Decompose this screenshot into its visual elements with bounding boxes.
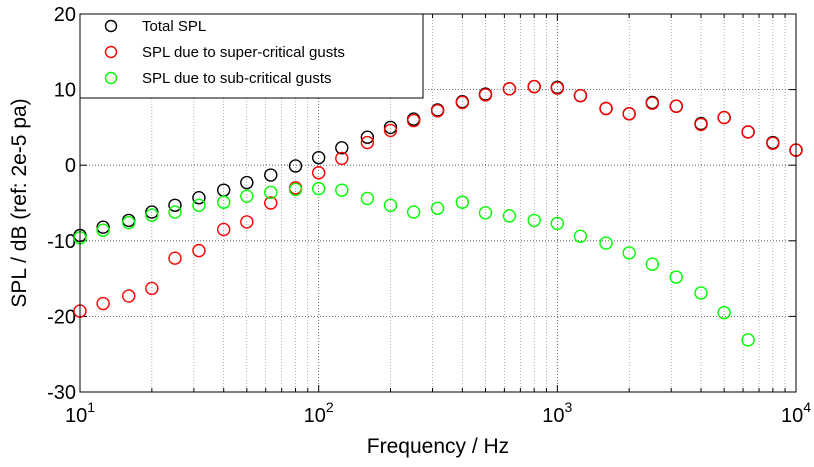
data-point-series-2 xyxy=(168,251,182,265)
data-point-series-2 xyxy=(216,222,231,237)
data-point-series-1 xyxy=(383,120,398,135)
y-tick-label: -10 xyxy=(47,231,76,253)
data-points xyxy=(73,79,803,347)
data-point-series-3 xyxy=(145,208,159,222)
data-point-series-3 xyxy=(527,213,541,228)
y-tick-label: 0 xyxy=(65,155,76,177)
data-point-series-2 xyxy=(455,95,470,110)
legend-marker-3 xyxy=(104,71,118,85)
data-point-series-1 xyxy=(360,130,375,144)
data-point-series-2 xyxy=(669,99,683,113)
data-point-series-3 xyxy=(430,201,445,215)
data-point-series-1 xyxy=(145,205,159,219)
data-point-series-2 xyxy=(145,281,159,296)
x-tick-exponent: 4 xyxy=(803,399,811,415)
x-tick-base: 10 xyxy=(781,405,803,427)
data-point-series-3 xyxy=(122,215,136,230)
data-point-series-1 xyxy=(96,220,110,234)
legend-box xyxy=(79,13,424,99)
x-tick-label: 104 xyxy=(781,399,811,427)
data-point-series-3 xyxy=(216,195,231,209)
data-point-series-3 xyxy=(645,257,660,271)
y-tick-label: 20 xyxy=(54,4,76,26)
data-point-series-3 xyxy=(335,183,349,197)
data-point-series-2 xyxy=(599,101,613,116)
x-tick-exponent: 2 xyxy=(326,399,334,415)
plot-frame xyxy=(79,13,797,393)
data-point-series-2 xyxy=(741,125,755,139)
data-point-series-3 xyxy=(717,305,731,320)
y-axis-title: SPL / dB (ref: 2e-5 pa) xyxy=(8,98,31,307)
x-tick-base: 10 xyxy=(304,405,326,427)
data-point-series-2 xyxy=(335,151,349,166)
data-point-series-2 xyxy=(240,215,254,229)
data-point-series-1 xyxy=(335,141,349,155)
x-axis-title: Frequency / Hz xyxy=(367,435,509,458)
data-point-series-2 xyxy=(360,135,375,150)
y-tick-label: -20 xyxy=(47,306,76,328)
legend-marker-1 xyxy=(104,19,118,33)
data-point-series-3 xyxy=(264,185,278,200)
data-point-series-3 xyxy=(550,216,565,231)
data-point-series-1 xyxy=(264,168,278,182)
data-point-series-3 xyxy=(455,195,470,209)
data-point-series-3 xyxy=(383,198,398,212)
data-point-series-3 xyxy=(311,181,326,196)
data-point-series-2 xyxy=(622,107,636,121)
data-point-series-2 xyxy=(573,88,588,103)
data-point-series-3 xyxy=(694,286,708,300)
data-point-series-2 xyxy=(430,104,445,118)
data-point-series-3 xyxy=(599,236,613,250)
data-point-series-3 xyxy=(622,246,636,260)
data-point-series-3 xyxy=(502,209,517,223)
data-point-series-3 xyxy=(96,223,110,237)
data-point-series-2 xyxy=(406,113,421,128)
data-point-series-3 xyxy=(360,191,375,206)
data-point-series-2 xyxy=(766,136,780,150)
data-point-series-2 xyxy=(264,196,278,210)
data-point-series-3 xyxy=(192,198,206,212)
legend: Total SPL SPL due to super-critical gusts… xyxy=(79,13,424,99)
x-tick-label: 103 xyxy=(542,399,572,427)
data-point-series-1 xyxy=(168,198,182,212)
data-point-series-3 xyxy=(168,205,182,219)
x-tick-base: 10 xyxy=(65,405,87,427)
legend-label-2: SPL due to super-critical gusts xyxy=(142,44,345,61)
data-point-series-2 xyxy=(311,166,326,180)
legend-marker-2 xyxy=(104,45,118,59)
x-tick-base: 10 xyxy=(542,405,564,427)
data-point-series-1 xyxy=(288,159,303,173)
data-point-series-1 xyxy=(311,150,326,165)
data-point-series-2 xyxy=(478,88,493,102)
data-point-series-1 xyxy=(192,191,206,205)
data-point-series-1 xyxy=(240,175,254,190)
data-point-series-2 xyxy=(502,82,517,96)
x-tick-exponent: 1 xyxy=(87,399,95,415)
data-point-series-3 xyxy=(288,182,303,197)
data-point-series-2 xyxy=(717,110,731,125)
y-tick-label: -30 xyxy=(47,382,76,404)
data-point-series-2 xyxy=(694,117,708,132)
data-point-series-3 xyxy=(741,333,755,347)
y-tick-label: 10 xyxy=(54,80,76,102)
data-point-series-2 xyxy=(527,79,541,94)
data-point-series-3 xyxy=(478,206,493,220)
data-point-series-3 xyxy=(406,205,421,219)
legend-label-3: SPL due to sub-critical gusts xyxy=(142,70,332,87)
x-tick-label: 102 xyxy=(304,399,334,427)
data-point-series-2 xyxy=(550,81,565,95)
data-point-series-2 xyxy=(192,243,206,258)
data-point-series-3 xyxy=(573,229,588,243)
data-point-series-2 xyxy=(122,289,136,303)
data-point-series-2 xyxy=(383,123,398,138)
x-tick-exponent: 3 xyxy=(565,399,573,415)
x-tick-label: 101 xyxy=(65,399,95,427)
data-point-series-2 xyxy=(96,296,110,311)
data-point-series-3 xyxy=(240,189,254,203)
data-point-series-2 xyxy=(645,96,660,110)
legend-label-1: Total SPL xyxy=(142,18,206,35)
data-point-series-3 xyxy=(669,270,683,284)
